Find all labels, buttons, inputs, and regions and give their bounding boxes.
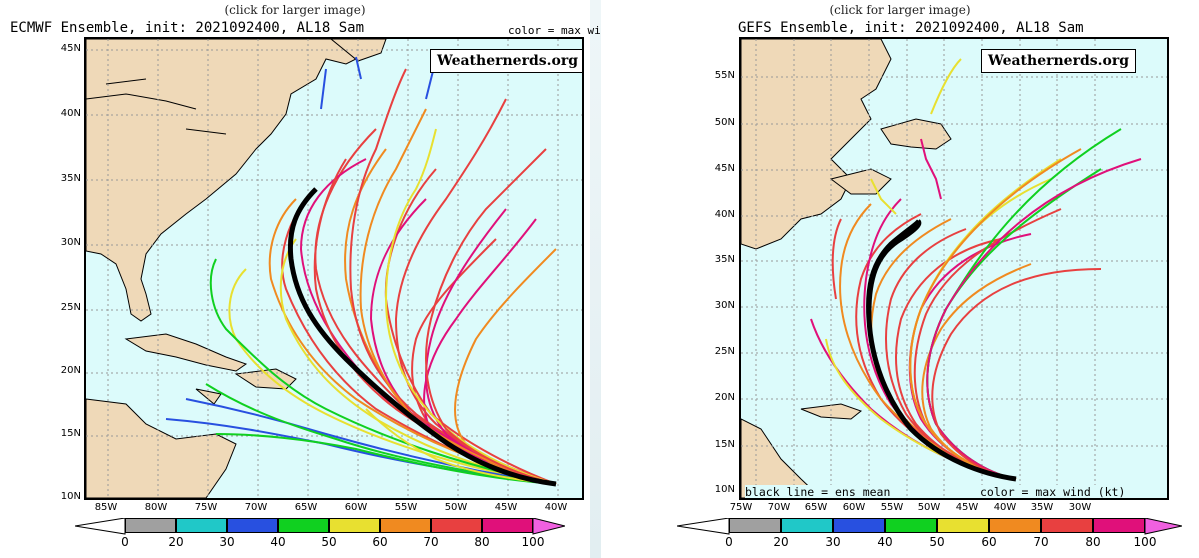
gefs-colorbar-seg-6 — [1041, 518, 1093, 533]
ecmwf-lon-65w: 65W — [294, 502, 318, 513]
ecmwf-lon-50w: 50W — [444, 502, 468, 513]
gefs-colorbar-label-20: 20 — [773, 535, 789, 549]
gefs-lat-25n: 25N — [714, 346, 735, 357]
ecmwf-lon-85w: 85W — [94, 502, 118, 513]
ecmwf-lat-20n: 20N — [60, 365, 81, 376]
ecmwf-lon-45w: 45W — [494, 502, 518, 513]
ecmwf-colorbar-seg-1 — [176, 518, 227, 533]
gefs-brand-label: Weathernerds.org — [981, 49, 1136, 73]
ecmwf-panel[interactable]: (click for larger image) ECMWF Ensemble,… — [0, 0, 647, 558]
gefs-colorbar-seg-7 — [1093, 518, 1145, 533]
ecmwf-lon-55w: 55W — [394, 502, 418, 513]
ecmwf-colorbar-label-20: 20 — [168, 535, 184, 549]
gefs-lon-60w: 60W — [842, 502, 866, 513]
gefs-colorbar-label-30: 30 — [825, 535, 841, 549]
gefs-lat-20n: 20N — [714, 392, 735, 403]
gefs-lat-50n: 50N — [714, 117, 735, 128]
ecmwf-colorbar-seg-0 — [125, 518, 176, 533]
ecmwf-colorbar-seg-3 — [278, 518, 329, 533]
ecmwf-colorbar-label-60: 60 — [372, 535, 388, 549]
ecmwf-colorbar-label-70: 70 — [423, 535, 439, 549]
ecmwf-colorbar-seg-6 — [431, 518, 482, 533]
ecmwf-track-map[interactable]: Weathernerds.org — [84, 37, 584, 500]
ecmwf-map-svg — [86, 39, 582, 498]
ecmwf-colorbar-label-50: 50 — [321, 535, 337, 549]
ecmwf-lat-10n: 10N — [60, 491, 81, 502]
ecmwf-colorbar-seg-4 — [329, 518, 380, 533]
ecmwf-colorbar-label-100: 100 — [521, 535, 545, 549]
ecmwf-lat-30n: 30N — [60, 237, 81, 248]
gefs-colorbar-label-50: 50 — [929, 535, 945, 549]
gefs-colorbar-label-70: 70 — [1033, 535, 1049, 549]
ecmwf-colorbar-seg-2 — [227, 518, 278, 533]
ecmwf-colorbar-label-0: 0 — [121, 535, 129, 549]
click-for-larger-caption-right[interactable]: (click for larger image) — [829, 3, 971, 17]
gefs-lat-55n: 55N — [714, 70, 735, 81]
gefs-lat-35n: 35N — [714, 254, 735, 265]
gefs-lon-65w: 65W — [804, 502, 828, 513]
gefs-title: GEFS Ensemble, init: 2021092400, AL18 Sa… — [738, 20, 1084, 36]
gefs-lon-40w: 40W — [993, 502, 1017, 513]
ecmwf-lat-15n: 15N — [60, 428, 81, 439]
ecmwf-brand-label: Weathernerds.org — [430, 49, 582, 73]
ecmwf-lat-40n: 40N — [60, 108, 81, 119]
ecmwf-colorbar-label-30: 30 — [219, 535, 235, 549]
ecmwf-lon-60w: 60W — [344, 502, 368, 513]
gefs-lat-10n: 10N — [714, 484, 735, 495]
gefs-colorbar-label-0: 0 — [725, 535, 733, 549]
gefs-wind-colorbar — [677, 518, 1182, 535]
gefs-colorbar-label-80: 80 — [1085, 535, 1101, 549]
gefs-colorbar-seg-2 — [833, 518, 885, 533]
ecmwf-lon-80w: 80W — [144, 502, 168, 513]
gefs-colorbar-seg-5 — [989, 518, 1041, 533]
ecmwf-colorbar-seg-7 — [482, 518, 533, 533]
gefs-lon-35w: 35W — [1030, 502, 1054, 513]
gefs-track-map[interactable]: Weathernerds.org black line = ens mean c… — [739, 37, 1169, 500]
gefs-lon-45w: 45W — [955, 502, 979, 513]
gefs-colorbar-arrows — [677, 518, 1182, 535]
ecmwf-lon-70w: 70W — [244, 502, 268, 513]
gefs-lon-75w: 75W — [729, 502, 753, 513]
gefs-lat-40n: 40N — [714, 209, 735, 220]
ecmwf-wind-colorbar — [75, 518, 565, 535]
gefs-lon-70w: 70W — [767, 502, 791, 513]
gefs-colorbar-seg-4 — [937, 518, 989, 533]
ecmwf-lat-25n: 25N — [60, 302, 81, 313]
ecmwf-colorbar-label-80: 80 — [474, 535, 490, 549]
ecmwf-lon-75w: 75W — [194, 502, 218, 513]
gefs-colorbar-seg-1 — [781, 518, 833, 533]
click-for-larger-caption[interactable]: (click for larger image) — [224, 3, 366, 17]
gefs-colorbar-label-60: 60 — [981, 535, 997, 549]
gefs-mean-note: black line = ens mean — [745, 485, 891, 499]
gefs-color-legend-note: color = max wind (kt) — [980, 485, 1126, 499]
gefs-colorbar-label-40: 40 — [877, 535, 893, 549]
gefs-colorbar-label-100: 100 — [1133, 535, 1157, 549]
gefs-lon-50w: 50W — [917, 502, 941, 513]
ecmwf-lon-40w: 40W — [544, 502, 568, 513]
ecmwf-lat-35n: 35N — [60, 173, 81, 184]
ecmwf-colorbar-label-40: 40 — [270, 535, 286, 549]
gefs-lon-55w: 55W — [880, 502, 904, 513]
ecmwf-lat-45n: 45N — [60, 43, 81, 54]
gefs-colorbar-seg-0 — [729, 518, 781, 533]
gefs-lon-30w: 30W — [1068, 502, 1092, 513]
gefs-map-svg — [741, 39, 1167, 498]
gefs-colorbar-seg-3 — [885, 518, 937, 533]
gefs-lat-30n: 30N — [714, 300, 735, 311]
gefs-panel[interactable]: (click for larger image) GEFS Ensemble, … — [601, 0, 1199, 558]
gefs-lat-15n: 15N — [714, 439, 735, 450]
gefs-lat-45n: 45N — [714, 163, 735, 174]
ecmwf-title: ECMWF Ensemble, init: 2021092400, AL18 S… — [10, 20, 365, 36]
ecmwf-colorbar-seg-5 — [380, 518, 431, 533]
